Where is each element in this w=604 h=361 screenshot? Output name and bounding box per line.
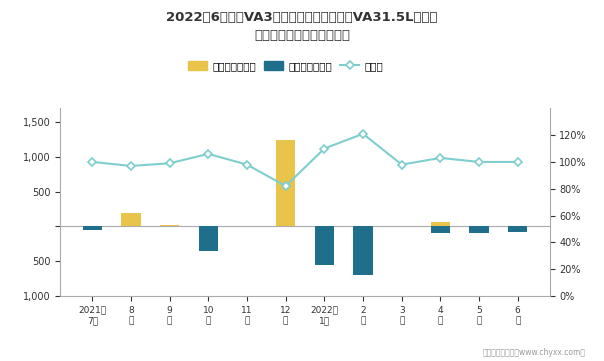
Bar <box>83 226 102 230</box>
Text: 制图：智研咋询（www.chyxx.com）: 制图：智研咋询（www.chyxx.com） <box>483 348 586 357</box>
Bar <box>469 226 489 234</box>
Bar <box>315 226 334 265</box>
Bar <box>121 213 141 226</box>
Bar <box>353 226 373 275</box>
Bar <box>276 140 295 226</box>
Bar <box>431 222 450 226</box>
Legend: 积压库存（辆）, 清仓库存（辆）, 产销率: 积压库存（辆）, 清仓库存（辆）, 产销率 <box>184 57 387 75</box>
Text: 2022年6月捷达VA3旗下最畅销轿车（捷达VA31.5L）近一
年库存情况及产销率统计图: 2022年6月捷达VA3旗下最畅销轿车（捷达VA31.5L）近一 年库存情况及产… <box>166 11 438 42</box>
Bar <box>431 226 450 234</box>
Bar <box>508 226 527 232</box>
Bar <box>199 226 218 251</box>
Bar <box>160 225 179 226</box>
